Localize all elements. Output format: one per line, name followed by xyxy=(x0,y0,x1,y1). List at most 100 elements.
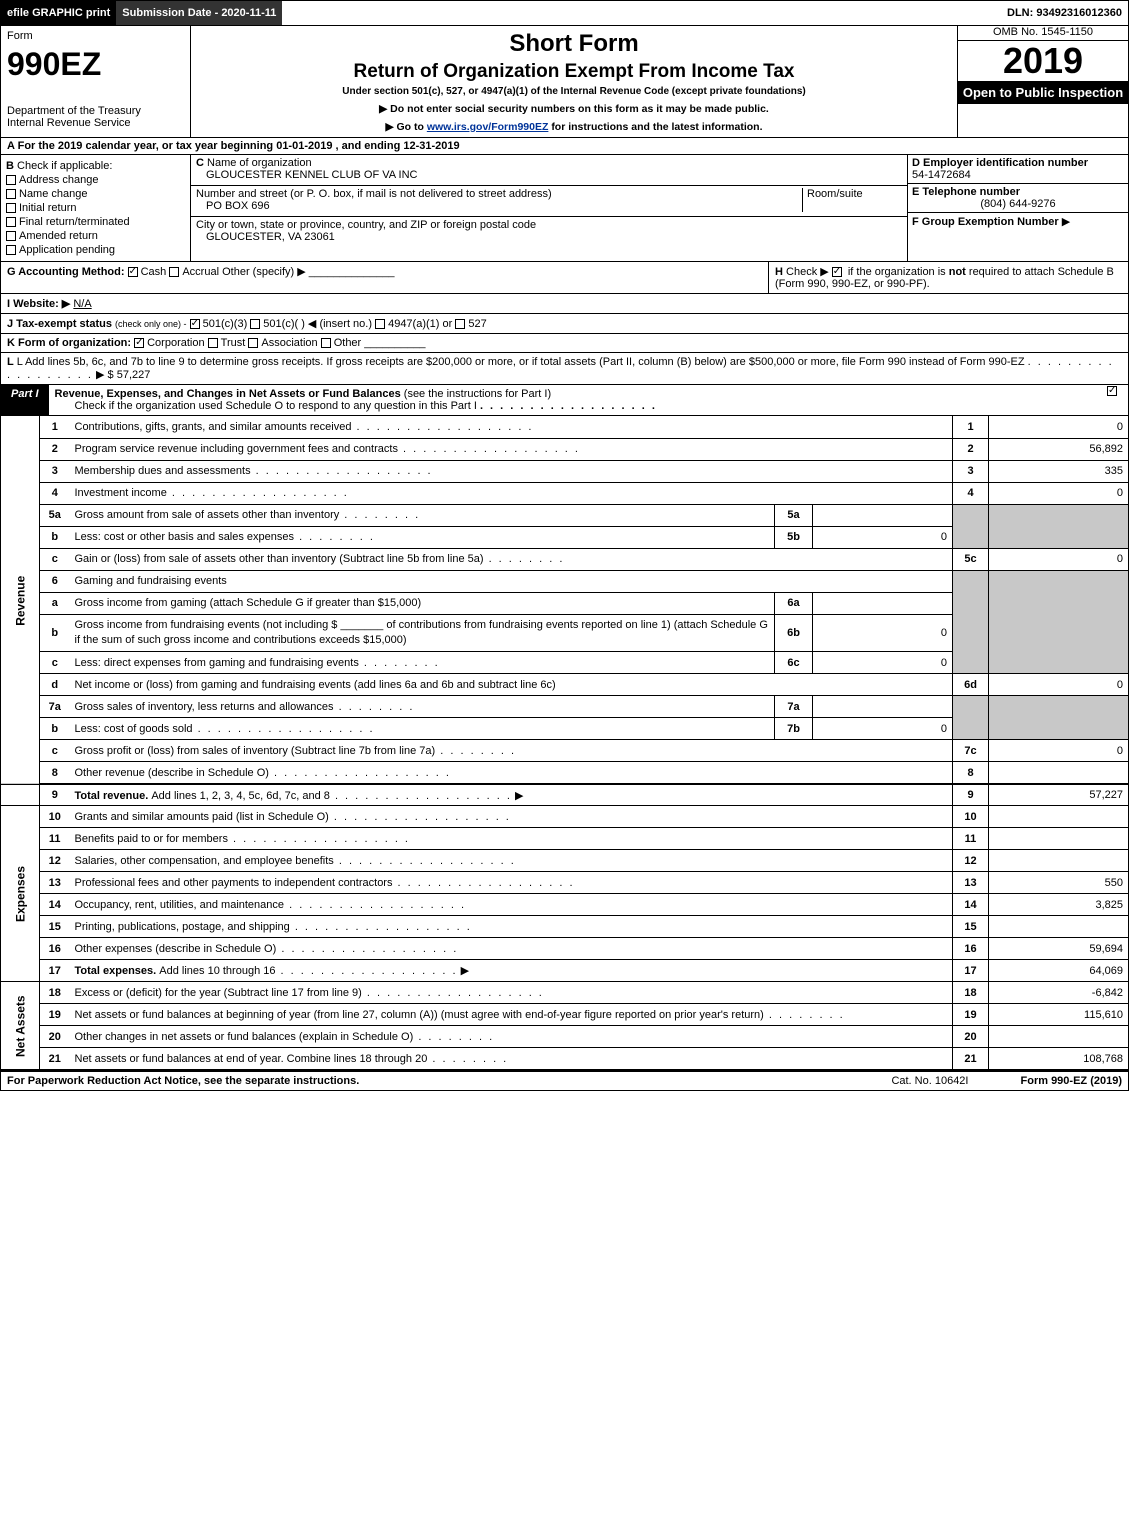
website-value: N/A xyxy=(73,298,91,310)
line-7c-value: 0 xyxy=(989,740,1129,762)
line-13-value: 550 xyxy=(989,872,1129,894)
line-14-value: 3,825 xyxy=(989,894,1129,916)
amended-label: Amended return xyxy=(19,230,98,242)
section-l: L L Add lines 5b, 6c, and 7b to line 9 t… xyxy=(0,353,1129,385)
corporation-checkbox[interactable] xyxy=(134,338,144,348)
line-21-refnum: 21 xyxy=(953,1048,989,1070)
line-6b-desc1: Gross income from fundraising events (no… xyxy=(75,619,338,631)
ein-value: 54-1472684 xyxy=(912,169,971,181)
return-title: Return of Organization Exempt From Incom… xyxy=(197,61,951,83)
ssn-warning: Do not enter social security numbers on … xyxy=(197,103,951,115)
line-6b-subnum: 6b xyxy=(775,614,813,652)
line-15-desc: Printing, publications, postage, and shi… xyxy=(75,921,290,933)
application-pending-checkbox[interactable] xyxy=(6,245,16,255)
grey-7ab xyxy=(953,696,989,740)
other-org-checkbox[interactable] xyxy=(321,338,331,348)
line-6c-desc: Less: direct expenses from gaming and fu… xyxy=(75,657,359,669)
initial-return-label: Initial return xyxy=(19,202,76,214)
line-3-refnum: 3 xyxy=(953,460,989,482)
527-checkbox[interactable] xyxy=(455,319,465,329)
tax-year: 2019 xyxy=(958,43,1128,79)
efile-print-button[interactable]: efile GRAPHIC print xyxy=(1,1,116,25)
line-19-value: 115,610 xyxy=(989,1004,1129,1026)
initial-return-checkbox[interactable] xyxy=(6,203,16,213)
line-18-desc: Excess or (deficit) for the year (Subtra… xyxy=(75,987,362,999)
amended-return-checkbox[interactable] xyxy=(6,231,16,241)
short-form-title: Short Form xyxy=(197,30,951,58)
line-1-num: 1 xyxy=(40,416,70,438)
line-7a-subval xyxy=(813,696,953,718)
line-7c-num: c xyxy=(40,740,70,762)
line-2-value: 56,892 xyxy=(989,438,1129,460)
grey-6abc-val xyxy=(989,570,1129,674)
line-21-num: 21 xyxy=(40,1048,70,1070)
irs-link[interactable]: www.irs.gov/Form990EZ xyxy=(427,121,549,133)
form-ref: Form 990-EZ (2019) xyxy=(1015,1072,1129,1090)
form-header: Form 990EZ Department of the Treasury In… xyxy=(0,26,1129,138)
line-16-desc: Other expenses (describe in Schedule O) xyxy=(75,943,277,955)
address-change-checkbox[interactable] xyxy=(6,175,16,185)
line-18-refnum: 18 xyxy=(953,982,989,1004)
irs-label: Internal Revenue Service xyxy=(7,117,184,129)
final-return-checkbox[interactable] xyxy=(6,217,16,227)
501c-checkbox[interactable] xyxy=(250,319,260,329)
line-13-desc: Professional fees and other payments to … xyxy=(75,877,393,889)
trust-checkbox[interactable] xyxy=(208,338,218,348)
cash-checkbox[interactable] xyxy=(128,267,138,277)
line-10-value xyxy=(989,806,1129,828)
association-checkbox[interactable] xyxy=(248,338,258,348)
accrual-checkbox[interactable] xyxy=(169,267,179,277)
line-1-desc: Contributions, gifts, grants, and simila… xyxy=(75,421,352,433)
section-c: C Name of organization GLOUCESTER KENNEL… xyxy=(191,155,908,261)
line-17-num: 17 xyxy=(40,960,70,982)
room-suite-label: Room/suite xyxy=(802,188,902,212)
dept-treasury: Department of the Treasury xyxy=(7,105,184,117)
line-7c-desc: Gross profit or (loss) from sales of inv… xyxy=(75,745,436,757)
line-5a-desc: Gross amount from sale of assets other t… xyxy=(75,509,340,521)
street-label: Number and street (or P. O. box, if mail… xyxy=(196,188,552,200)
line-19-num: 19 xyxy=(40,1004,70,1026)
part-i-table: Revenue 1 Contributions, gifts, grants, … xyxy=(0,416,1129,1070)
line-6a-desc: Gross income from gaming (attach Schedul… xyxy=(70,592,775,614)
l-text: L Add lines 5b, 6c, and 7b to line 9 to … xyxy=(17,356,1025,368)
name-change-checkbox[interactable] xyxy=(6,189,16,199)
line-3-value: 335 xyxy=(989,460,1129,482)
line-1-refnum: 1 xyxy=(953,416,989,438)
501c3-checkbox[interactable] xyxy=(190,319,200,329)
line-6b-subval: 0 xyxy=(813,614,953,652)
line-20-refnum: 20 xyxy=(953,1026,989,1048)
line-6c-subnum: 6c xyxy=(775,652,813,674)
top-bar: efile GRAPHIC print Submission Date - 20… xyxy=(0,0,1129,26)
schedule-o-checkbox[interactable] xyxy=(1107,386,1117,396)
schedule-o-check-text: Check if the organization used Schedule … xyxy=(55,400,477,412)
line-8-refnum: 8 xyxy=(953,762,989,784)
4947a1-checkbox[interactable] xyxy=(375,319,385,329)
dln-label: DLN: 93492316012360 xyxy=(1001,1,1128,25)
final-return-label: Final return/terminated xyxy=(19,216,130,228)
line-7a-num: 7a xyxy=(40,696,70,718)
line-7b-num: b xyxy=(40,718,70,740)
section-a-period: A For the 2019 calendar year, or tax yea… xyxy=(0,138,1129,155)
line-17-desc: Add lines 10 through 16 xyxy=(159,965,275,977)
part-i-header: Part I Revenue, Expenses, and Changes in… xyxy=(0,385,1129,416)
501c3-label: 501(c)(3) xyxy=(203,318,248,330)
group-exemption-label: F Group Exemption Number xyxy=(912,216,1059,228)
line-6d-refnum: 6d xyxy=(953,674,989,696)
association-label: Association xyxy=(261,337,317,349)
part-i-label: Part I xyxy=(1,385,49,415)
line-19-refnum: 19 xyxy=(953,1004,989,1026)
expenses-tab: Expenses xyxy=(1,806,40,982)
h-not: not xyxy=(949,266,966,278)
line-9-desc: Add lines 1, 2, 3, 4, 5c, 6d, 7c, and 8 xyxy=(151,790,330,802)
trust-label: Trust xyxy=(221,337,246,349)
line-15-num: 15 xyxy=(40,916,70,938)
website-label: I Website: ▶ xyxy=(7,298,70,310)
c-label: C xyxy=(196,157,204,169)
line-14-refnum: 14 xyxy=(953,894,989,916)
submission-date: Submission Date - 2020-11-11 xyxy=(116,1,282,25)
line-16-num: 16 xyxy=(40,938,70,960)
line-5c-value: 0 xyxy=(989,548,1129,570)
line-6d-value: 0 xyxy=(989,674,1129,696)
page-footer: For Paperwork Reduction Act Notice, see … xyxy=(0,1070,1129,1091)
schedule-b-checkbox[interactable] xyxy=(832,267,842,277)
